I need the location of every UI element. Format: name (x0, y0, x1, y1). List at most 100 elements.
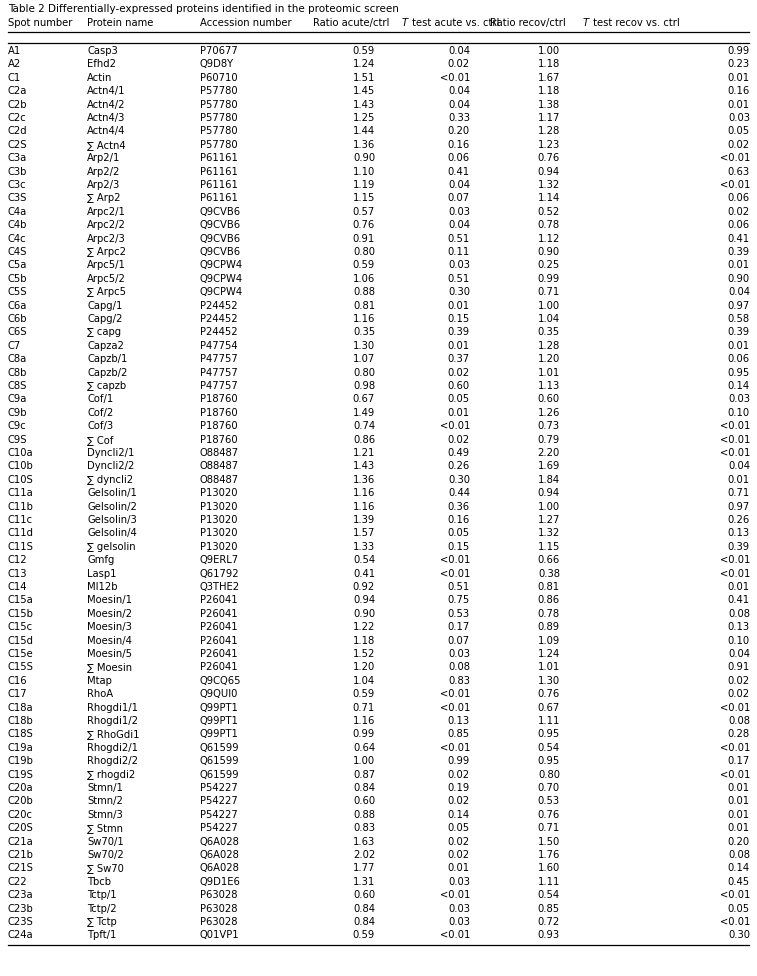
Text: C9c: C9c (8, 422, 26, 431)
Text: Q6A028: Q6A028 (200, 864, 240, 874)
Text: 0.01: 0.01 (728, 474, 750, 485)
Text: P26041: P26041 (200, 595, 238, 605)
Text: 0.08: 0.08 (728, 850, 750, 860)
Text: 1.06: 1.06 (353, 274, 375, 284)
Text: 0.15: 0.15 (447, 314, 470, 324)
Text: Rhogdi1/1: Rhogdi1/1 (87, 703, 138, 712)
Text: 0.95: 0.95 (727, 368, 750, 378)
Text: 0.54: 0.54 (353, 555, 375, 565)
Text: 0.86: 0.86 (538, 595, 560, 605)
Text: 0.07: 0.07 (448, 193, 470, 203)
Text: 0.04: 0.04 (448, 46, 470, 56)
Text: 0.01: 0.01 (728, 341, 750, 350)
Text: 0.59: 0.59 (353, 46, 375, 56)
Text: P70677: P70677 (200, 46, 238, 56)
Text: Moesin/4: Moesin/4 (87, 635, 132, 645)
Text: P18760: P18760 (200, 408, 238, 418)
Text: 0.38: 0.38 (538, 569, 560, 579)
Text: Q99PT1: Q99PT1 (200, 703, 239, 712)
Text: 1.24: 1.24 (353, 60, 375, 69)
Text: 0.89: 0.89 (538, 623, 560, 632)
Text: Q9QUI0: Q9QUI0 (200, 689, 238, 699)
Text: 0.16: 0.16 (447, 140, 470, 149)
Text: 0.08: 0.08 (728, 716, 750, 726)
Text: P26041: P26041 (200, 609, 238, 619)
Text: Q6A028: Q6A028 (200, 850, 240, 860)
Text: Arpc5/2: Arpc5/2 (87, 274, 126, 284)
Text: C10S: C10S (8, 474, 34, 485)
Text: Protein name: Protein name (87, 18, 154, 28)
Text: <0.01: <0.01 (440, 73, 470, 83)
Text: Stmn/3: Stmn/3 (87, 810, 123, 820)
Text: Arpc2/1: Arpc2/1 (87, 207, 126, 217)
Text: 0.85: 0.85 (538, 904, 560, 914)
Text: 1.04: 1.04 (353, 675, 375, 686)
Text: 0.05: 0.05 (448, 823, 470, 834)
Text: Capg/2: Capg/2 (87, 314, 123, 324)
Text: 0.02: 0.02 (728, 140, 750, 149)
Text: 1.45: 1.45 (353, 86, 375, 97)
Text: Q61599: Q61599 (200, 770, 240, 780)
Text: 0.79: 0.79 (537, 434, 560, 445)
Text: 1.24: 1.24 (537, 649, 560, 659)
Text: ∑ dyncli2: ∑ dyncli2 (87, 474, 133, 485)
Text: 0.01: 0.01 (448, 864, 470, 874)
Text: 0.39: 0.39 (728, 542, 750, 551)
Text: 0.13: 0.13 (448, 716, 470, 726)
Text: 1.77: 1.77 (353, 864, 375, 874)
Text: Q61792: Q61792 (200, 569, 240, 579)
Text: Q99PT1: Q99PT1 (200, 716, 239, 726)
Text: Sw70/2: Sw70/2 (87, 850, 123, 860)
Text: ∑ Moesin: ∑ Moesin (87, 663, 132, 672)
Text: Efhd2: Efhd2 (87, 60, 116, 69)
Text: 1.43: 1.43 (353, 100, 375, 109)
Text: P26041: P26041 (200, 649, 238, 659)
Text: 0.39: 0.39 (728, 247, 750, 257)
Text: C22: C22 (8, 876, 27, 887)
Text: C20c: C20c (8, 810, 33, 820)
Text: 1.44: 1.44 (353, 127, 375, 137)
Text: <0.01: <0.01 (440, 930, 470, 941)
Text: Q9CPW4: Q9CPW4 (200, 261, 243, 270)
Text: Rhogdi2/1: Rhogdi2/1 (87, 743, 138, 752)
Text: P61161: P61161 (200, 193, 238, 203)
Text: 0.41: 0.41 (448, 167, 470, 177)
Text: C15b: C15b (8, 609, 34, 619)
Text: 0.60: 0.60 (353, 890, 375, 900)
Text: C19S: C19S (8, 770, 34, 780)
Text: P26041: P26041 (200, 663, 238, 672)
Text: Capg/1: Capg/1 (87, 301, 123, 310)
Text: C2b: C2b (8, 100, 27, 109)
Text: Capzb/1: Capzb/1 (87, 354, 127, 364)
Text: 0.08: 0.08 (448, 663, 470, 672)
Text: 0.10: 0.10 (728, 635, 750, 645)
Text: O88487: O88487 (200, 448, 239, 458)
Text: 1.31: 1.31 (353, 876, 375, 887)
Text: P54227: P54227 (200, 810, 238, 820)
Text: 1.76: 1.76 (537, 850, 560, 860)
Text: Accession number: Accession number (200, 18, 291, 28)
Text: 1.00: 1.00 (353, 756, 375, 766)
Text: 0.58: 0.58 (728, 314, 750, 324)
Text: 0.41: 0.41 (728, 595, 750, 605)
Text: C8S: C8S (8, 381, 27, 391)
Text: 0.17: 0.17 (727, 756, 750, 766)
Text: 0.99: 0.99 (447, 756, 470, 766)
Text: Q9CPW4: Q9CPW4 (200, 274, 243, 284)
Text: Q01VP1: Q01VP1 (200, 930, 240, 941)
Text: 0.80: 0.80 (353, 247, 375, 257)
Text: Q9CVB6: Q9CVB6 (200, 207, 241, 217)
Text: C11c: C11c (8, 515, 33, 525)
Text: 1.00: 1.00 (538, 301, 560, 310)
Text: C19a: C19a (8, 743, 34, 752)
Text: 1.20: 1.20 (353, 663, 375, 672)
Text: C16: C16 (8, 675, 27, 686)
Text: Actn4/2: Actn4/2 (87, 100, 126, 109)
Text: C4S: C4S (8, 247, 27, 257)
Text: 1.16: 1.16 (353, 502, 375, 511)
Text: 1.11: 1.11 (537, 716, 560, 726)
Text: C15S: C15S (8, 663, 34, 672)
Text: 0.84: 0.84 (353, 904, 375, 914)
Text: 0.20: 0.20 (728, 836, 750, 846)
Text: P26041: P26041 (200, 623, 238, 632)
